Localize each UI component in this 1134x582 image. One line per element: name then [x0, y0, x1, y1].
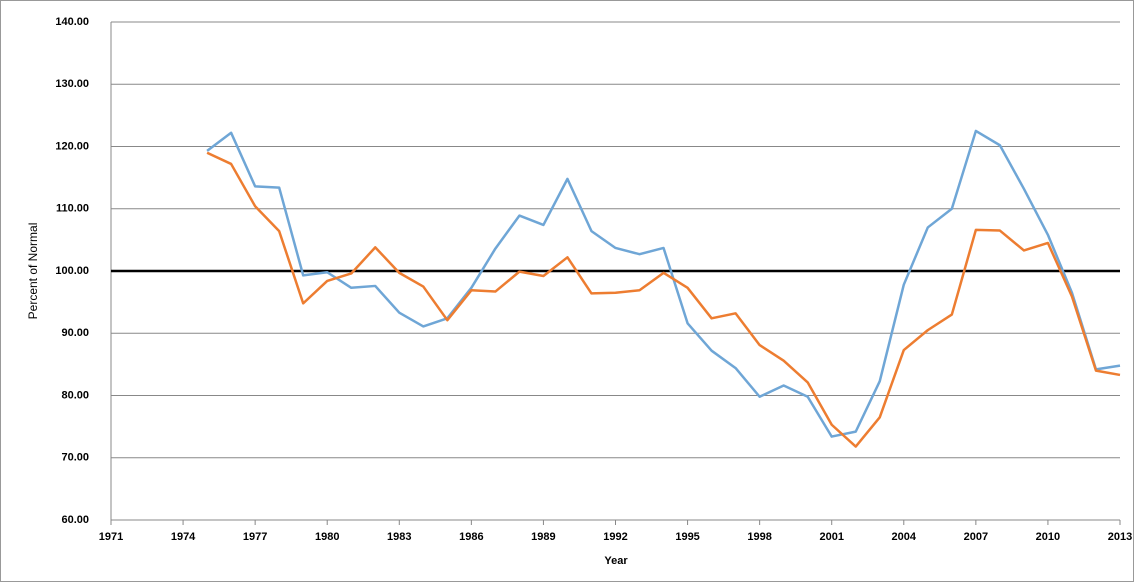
x-tick-label: 1995: [675, 531, 699, 543]
x-tick-label: 1992: [603, 531, 627, 543]
y-tick-label: 100.00: [55, 265, 89, 277]
series-line: [206, 151, 1121, 448]
y-tick-label: 110.00: [56, 203, 89, 215]
x-tick-label: 2013: [1108, 531, 1132, 543]
y-tick-label: 90.00: [61, 327, 89, 339]
x-tick-label: 1989: [531, 531, 555, 543]
y-tick-label: 80.00: [61, 389, 89, 401]
x-tick-label: 1974: [171, 531, 196, 543]
y-axis-label: Percent of Normal: [26, 223, 40, 320]
y-tick-label: 140.00: [55, 16, 89, 28]
x-tick-label: 2004: [892, 531, 917, 543]
x-tick-label: 1983: [387, 531, 411, 543]
y-tick-label: 60.00: [61, 514, 89, 526]
y-tick-label: 70.00: [61, 452, 89, 464]
x-tick-label: 1971: [99, 531, 123, 543]
x-tick-label: 2007: [964, 531, 988, 543]
x-axis-label: Year: [604, 555, 628, 567]
x-tick-label: 2010: [1036, 531, 1060, 543]
x-tick-label: 2001: [819, 531, 843, 543]
x-tick-label: 1998: [747, 531, 771, 543]
series-line: [206, 129, 1121, 438]
x-tick-label: 1986: [459, 531, 483, 543]
y-tick-label: 120.00: [55, 140, 89, 152]
x-tick-label: 1977: [243, 531, 267, 543]
y-tick-label: 130.00: [55, 78, 89, 90]
x-tick-label: 1980: [315, 531, 339, 543]
